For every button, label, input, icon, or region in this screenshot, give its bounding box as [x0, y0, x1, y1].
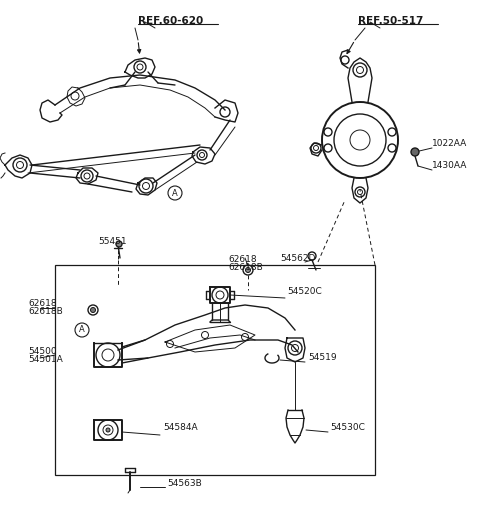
Text: 62618: 62618	[228, 255, 257, 264]
Text: 62618B: 62618B	[28, 307, 63, 316]
Text: REF.60-620: REF.60-620	[138, 16, 203, 26]
Text: 62618B: 62618B	[228, 263, 263, 272]
Circle shape	[116, 241, 122, 247]
Text: 55451: 55451	[98, 237, 127, 246]
Text: 62618: 62618	[28, 299, 57, 308]
Text: 1430AA: 1430AA	[432, 162, 468, 171]
Circle shape	[91, 308, 96, 313]
Text: 54530C: 54530C	[330, 424, 365, 432]
Text: 54562D: 54562D	[280, 254, 315, 263]
Text: 1022AA: 1022AA	[432, 139, 467, 148]
Bar	[55, 265, 375, 475]
Text: REF.50-517: REF.50-517	[358, 16, 423, 26]
Text: 54520C: 54520C	[287, 286, 322, 295]
Text: 54501A: 54501A	[28, 355, 63, 364]
Circle shape	[245, 268, 251, 273]
Text: 54584A: 54584A	[163, 424, 198, 432]
Text: 54519: 54519	[308, 354, 336, 363]
Text: A: A	[172, 188, 178, 197]
Circle shape	[411, 148, 419, 156]
Circle shape	[106, 428, 110, 432]
Text: 54500: 54500	[28, 347, 57, 356]
Text: A: A	[79, 326, 85, 334]
Text: 54563B: 54563B	[167, 479, 202, 487]
